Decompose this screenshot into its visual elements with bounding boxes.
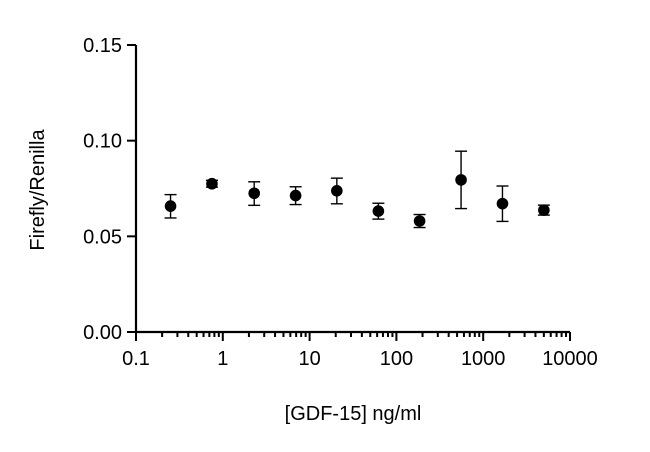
x-tick-label: 10000 [542, 348, 598, 370]
data-point-group [537, 204, 550, 216]
y-tick-label: 0.10 [83, 131, 122, 153]
data-point [248, 187, 260, 200]
y-ticks: 0.00 0.05 0.10 0.15 [83, 35, 136, 344]
data-point-group [330, 177, 343, 205]
y-tick-label: 0.00 [83, 322, 122, 344]
axes [134, 45, 570, 334]
y-axis-title: Firefly/Renilla [27, 129, 49, 251]
x-tick-label: 100 [380, 348, 413, 370]
data-point-group [248, 181, 261, 207]
x-ticks: 0.1 1 10 100 1000 10000 [122, 332, 598, 370]
x-tick-label: 10 [298, 348, 320, 370]
data-point-group [455, 150, 468, 210]
data-point-group [413, 213, 426, 229]
data-point-group [164, 193, 177, 219]
x-axis-title: [GDF-15] ng/ml [285, 403, 422, 425]
data-point-group [372, 202, 385, 220]
data-point [164, 200, 177, 212]
data-point [372, 205, 385, 217]
data-point [413, 215, 426, 227]
data-point-group [205, 177, 218, 190]
data-point [455, 174, 467, 186]
data-point [206, 177, 218, 190]
x-tick-label: 1000 [461, 348, 506, 370]
x-tick-label: 0.1 [122, 348, 150, 370]
x-tick-label: 1 [217, 348, 228, 370]
data-point [538, 204, 550, 216]
y-tick-label: 0.15 [83, 35, 122, 57]
data-point [331, 184, 343, 197]
data-point-group [496, 185, 509, 223]
data-point [289, 189, 302, 202]
data-point-group [289, 186, 302, 206]
data-point [496, 197, 509, 210]
y-tick-label: 0.05 [83, 226, 122, 248]
series-layer [164, 150, 550, 229]
